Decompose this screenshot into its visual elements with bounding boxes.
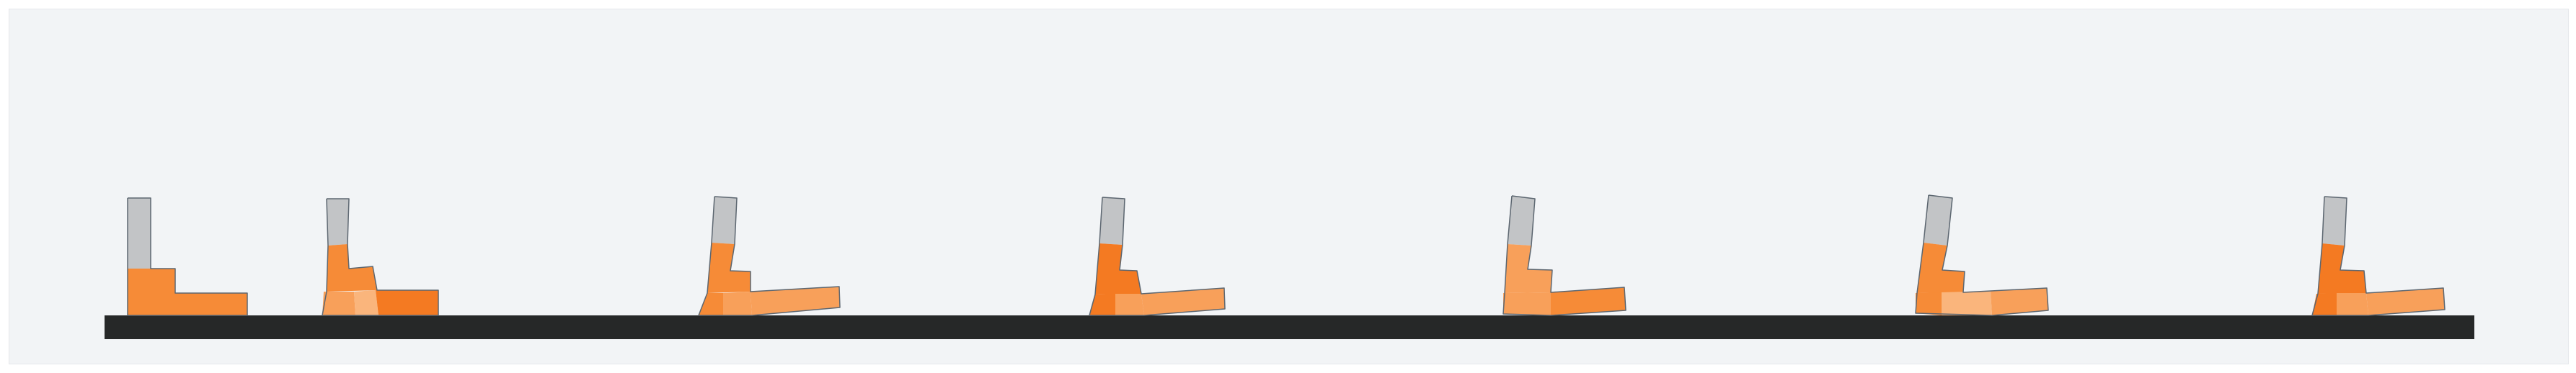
ankle-block: [2318, 243, 2366, 294]
foot-outline: [2311, 196, 2446, 316]
foot-frame-5: [1502, 195, 1626, 316]
shank-segment: [1099, 197, 1125, 245]
heel-segment: [699, 293, 723, 315]
ankle-block: [1095, 243, 1141, 295]
foot-outline: [1502, 195, 1626, 316]
foot-frame-3: [698, 196, 841, 316]
foot-frame-2: [322, 198, 439, 316]
ankle-block: [327, 244, 377, 292]
ankle-block: [707, 243, 751, 293]
ankle-block: [1917, 243, 1965, 293]
shank-segment: [327, 199, 349, 246]
forefoot-segment: [751, 287, 840, 315]
foot-outline: [698, 196, 841, 316]
foot-frame-4: [1089, 197, 1226, 316]
foot-frame-1: [127, 197, 248, 316]
midfoot-segment: [723, 292, 752, 315]
forefoot-segment: [1141, 288, 1225, 315]
midfoot-segment: [1115, 294, 1144, 315]
shank-segment: [712, 197, 737, 244]
shank-segment: [1924, 195, 1952, 246]
forefoot-segment: [1551, 287, 1626, 315]
toe-segment: [354, 290, 379, 315]
gait-sequence-canvas: [105, 194, 2474, 339]
foot-outline: [127, 197, 248, 316]
foot-frame-7: [2311, 196, 2446, 316]
foot-outline: [1089, 197, 1226, 316]
simulation-viewport: [9, 9, 2569, 364]
midfoot-segment: [175, 293, 247, 315]
heel-segment: [2312, 293, 2337, 315]
forefoot-segment: [1991, 288, 2048, 315]
heel-segment: [1916, 292, 1942, 315]
ankle-block: [1505, 244, 1552, 293]
foot-frame-6: [1915, 194, 2049, 316]
ankle-block: [128, 269, 175, 293]
heel-segment: [1503, 292, 1551, 315]
ground-bar: [105, 315, 2474, 339]
shank-segment: [1508, 196, 1535, 246]
heel-segment: [1089, 294, 1115, 315]
forefoot-segment: [2366, 288, 2445, 315]
foot-outline: [1915, 194, 2049, 316]
midfoot-segment: [2337, 293, 2368, 315]
foot-outline: [322, 198, 439, 316]
heel-segment: [128, 293, 175, 315]
forefoot-segment: [376, 290, 438, 315]
midfoot-segment: [1942, 291, 1992, 315]
shank-segment: [2322, 197, 2347, 246]
heel-segment: [322, 292, 355, 315]
